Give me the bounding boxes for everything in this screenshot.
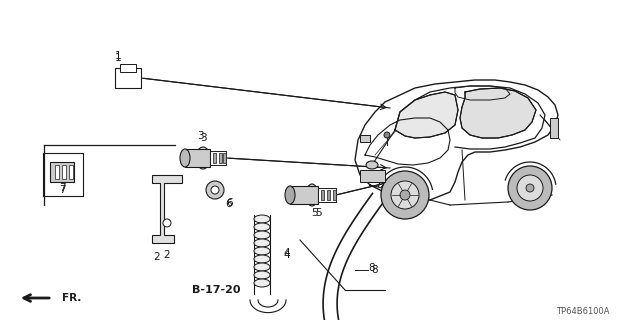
Text: 6: 6 <box>227 198 234 208</box>
Bar <box>360 135 370 142</box>
Bar <box>290 186 318 204</box>
Text: 2: 2 <box>154 252 160 262</box>
Text: 8: 8 <box>369 263 375 273</box>
Text: 5: 5 <box>315 208 321 218</box>
Circle shape <box>206 181 224 199</box>
Ellipse shape <box>254 223 270 231</box>
Bar <box>185 149 210 167</box>
Ellipse shape <box>254 231 270 239</box>
Text: 8: 8 <box>372 265 378 275</box>
Text: 2: 2 <box>164 250 170 260</box>
Text: 7: 7 <box>59 185 65 195</box>
Ellipse shape <box>254 215 270 223</box>
Circle shape <box>384 132 390 138</box>
Bar <box>62 165 66 179</box>
Bar <box>333 190 336 200</box>
Ellipse shape <box>196 147 210 169</box>
Circle shape <box>391 181 419 209</box>
Bar <box>219 153 222 163</box>
Circle shape <box>400 190 410 200</box>
Circle shape <box>211 186 219 194</box>
Bar <box>55 165 59 179</box>
Ellipse shape <box>254 263 270 271</box>
Text: 5: 5 <box>312 208 318 218</box>
Text: 1: 1 <box>115 51 122 61</box>
Ellipse shape <box>306 184 318 206</box>
Circle shape <box>381 171 429 219</box>
Bar <box>50 162 74 182</box>
Circle shape <box>163 219 171 227</box>
Text: TP64B6100A: TP64B6100A <box>557 308 610 316</box>
Ellipse shape <box>254 271 270 279</box>
Bar <box>115 68 141 88</box>
Text: 4: 4 <box>284 248 291 258</box>
Polygon shape <box>152 175 182 243</box>
Bar <box>210 151 226 165</box>
Polygon shape <box>460 88 536 138</box>
Bar <box>321 190 324 200</box>
Text: B-17-20: B-17-20 <box>192 285 241 295</box>
Bar <box>360 170 385 182</box>
Ellipse shape <box>254 255 270 263</box>
Text: FR.: FR. <box>62 293 81 303</box>
Bar <box>69 165 73 179</box>
Ellipse shape <box>254 239 270 247</box>
Text: 7: 7 <box>59 183 65 193</box>
Ellipse shape <box>366 161 378 169</box>
Circle shape <box>517 175 543 201</box>
Polygon shape <box>395 92 458 138</box>
Ellipse shape <box>254 279 270 287</box>
Bar <box>120 64 136 72</box>
Ellipse shape <box>254 247 270 255</box>
Circle shape <box>526 184 534 192</box>
Ellipse shape <box>180 149 190 167</box>
Text: 3: 3 <box>196 131 204 141</box>
Text: 4: 4 <box>284 250 291 260</box>
Bar <box>318 188 336 202</box>
Bar <box>223 153 226 163</box>
Circle shape <box>508 166 552 210</box>
Bar <box>550 118 558 138</box>
Ellipse shape <box>285 186 295 204</box>
Text: 6: 6 <box>226 199 232 209</box>
Bar <box>327 190 330 200</box>
Text: 3: 3 <box>200 133 206 143</box>
Bar <box>213 153 216 163</box>
Text: 1: 1 <box>115 53 122 63</box>
